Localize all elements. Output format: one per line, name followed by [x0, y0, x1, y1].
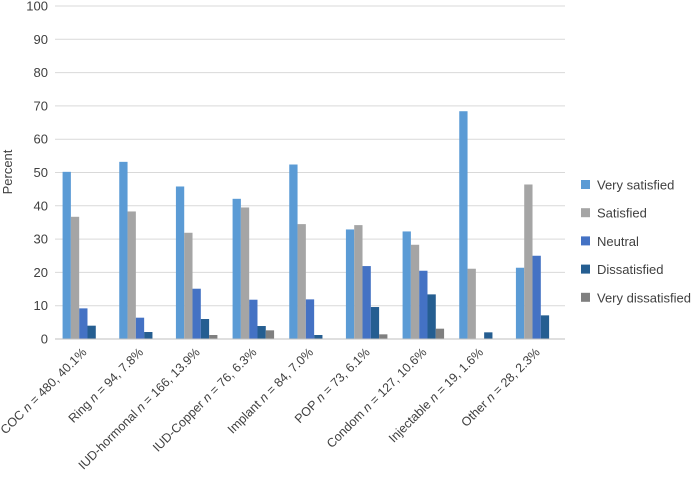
bar — [402, 231, 411, 339]
bar — [524, 184, 533, 339]
bar — [79, 308, 88, 339]
category-pct: 6.1% — [343, 345, 373, 375]
y-tick-label: 10 — [34, 298, 48, 313]
y-tick-label: 100 — [26, 0, 48, 14]
category-pct: 10.6% — [394, 345, 429, 380]
gridlines — [55, 5, 565, 307]
x-category-label: Injectable n = 19, 1.6% — [386, 345, 486, 445]
x-axis-labels: COC n = 480, 40.1%Ring n = 94, 7.8%IUD-h… — [0, 345, 543, 472]
y-axis-ticks: 0 10 20 30 40 50 60 70 80 90 100 — [26, 0, 48, 347]
y-tick-label: 80 — [34, 65, 48, 80]
y-tick-label: 90 — [34, 32, 48, 47]
bar — [379, 334, 388, 339]
y-axis-title: Percent — [0, 149, 15, 194]
category-n: = 166, — [138, 370, 178, 410]
legend-swatch — [581, 292, 590, 302]
legend-swatch — [581, 208, 590, 218]
bar — [249, 299, 258, 339]
bar — [532, 255, 541, 339]
bar — [62, 171, 71, 339]
category-pct: 1.6% — [456, 345, 486, 375]
bar — [70, 216, 80, 339]
bar — [410, 244, 420, 339]
legend-label: Neutral — [597, 234, 639, 249]
category-pct: 2.3% — [513, 345, 543, 375]
category-name: Condom — [324, 405, 370, 451]
category-name: IUD-Copper — [150, 395, 210, 455]
bar — [87, 325, 96, 339]
x-category-label: IUD-hormonal n = 166, 13.9% — [76, 345, 203, 472]
bar — [419, 270, 428, 339]
y-tick-label: 20 — [34, 265, 48, 280]
bar — [435, 328, 445, 339]
bar — [135, 317, 145, 339]
bar — [515, 267, 525, 339]
bar — [240, 207, 250, 339]
x-category-label: Condom n = 127, 10.6% — [324, 345, 430, 451]
bar — [209, 335, 218, 339]
bar — [314, 335, 323, 339]
category-name: Injectable — [386, 395, 436, 445]
bar — [484, 332, 493, 339]
legend-label: Satisfied — [597, 206, 647, 221]
legend: Very satisfied Satisfied Neutral Dissatisfi… — [581, 178, 691, 305]
bar — [265, 330, 275, 339]
bar — [119, 161, 128, 339]
bar — [362, 266, 371, 339]
legend-swatch — [581, 236, 590, 246]
bars — [62, 111, 550, 339]
category-pct: 6.3% — [229, 345, 259, 375]
y-tick-label: 70 — [34, 98, 48, 113]
bar — [540, 315, 550, 339]
bar — [257, 326, 266, 339]
legend-label: Dissatisfied — [597, 262, 663, 277]
legend-label: Very dissatisfied — [597, 290, 691, 305]
legend-label: Very satisfied — [597, 178, 674, 193]
category-n: = 480, — [25, 370, 65, 410]
legend-swatch — [581, 180, 590, 189]
bar — [370, 307, 380, 339]
bar — [175, 186, 185, 339]
y-tick-label: 40 — [34, 198, 48, 213]
category-pct: 40.1% — [54, 345, 89, 380]
y-tick-label: 50 — [34, 165, 48, 180]
category-name: Implant — [225, 395, 266, 436]
bar — [467, 268, 476, 339]
category-pct: 13.9% — [168, 345, 203, 380]
x-category-label: IUD-Copper n = 76, 6.3% — [150, 345, 259, 454]
bar — [144, 332, 153, 339]
y-tick-label: 60 — [34, 132, 48, 147]
bar — [192, 288, 201, 339]
bar — [305, 299, 315, 339]
y-tick-label: 30 — [34, 232, 48, 247]
category-pct: 7.8% — [116, 345, 146, 375]
bar — [127, 211, 136, 339]
bar — [232, 198, 241, 339]
legend-swatch — [581, 264, 590, 274]
category-n: = 127, — [365, 370, 405, 410]
bar — [354, 225, 363, 339]
bar — [289, 164, 298, 339]
bar — [184, 232, 193, 339]
category-pct: 7.0% — [286, 345, 316, 375]
bar — [459, 111, 468, 339]
bar — [200, 319, 210, 339]
bar — [427, 294, 436, 339]
bar — [345, 229, 355, 339]
y-tick-label: 0 — [41, 332, 48, 347]
bar — [297, 224, 306, 339]
